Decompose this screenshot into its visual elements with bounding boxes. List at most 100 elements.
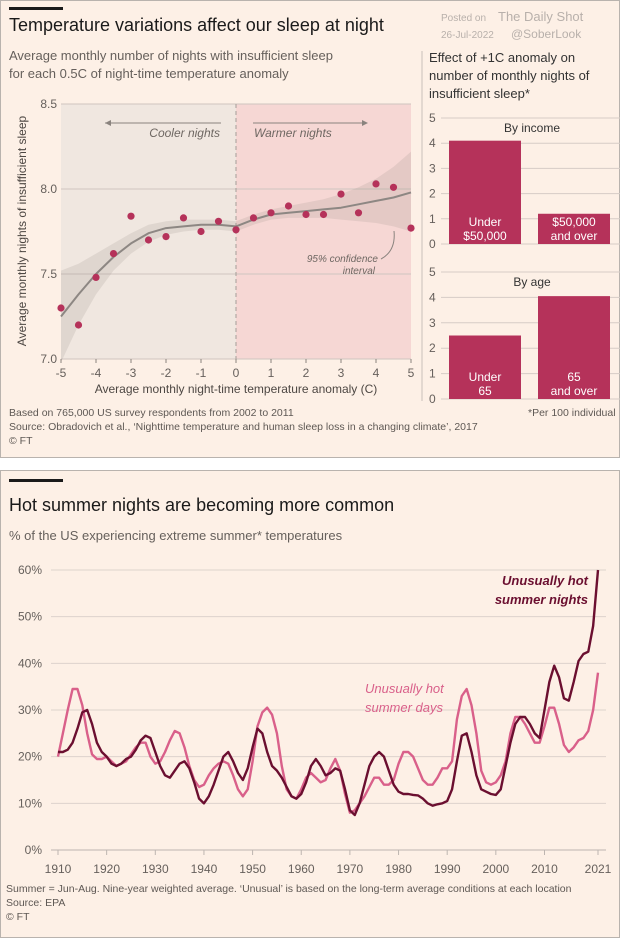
x-tick-label: 1990 (434, 862, 461, 876)
y-axis-label: Average monthly nights of insufficient s… (15, 116, 29, 347)
nights-series-label-line1: Unusually hot (502, 573, 589, 588)
bar-label: $50,000 (463, 229, 507, 243)
y-tick-label: 0 (429, 237, 436, 251)
x-tick-label: -4 (91, 366, 102, 380)
days-series-label-line1: Unusually hot (365, 681, 445, 696)
data-point (319, 210, 328, 219)
x-tick-label: 1970 (337, 862, 364, 876)
x-tick-label: 1930 (142, 862, 169, 876)
bar-label: and over (551, 229, 598, 243)
bar (538, 213, 610, 244)
warmer-region (236, 104, 411, 359)
footnote-respondents: Based on 765,000 US survey respondents f… (9, 407, 294, 419)
x-tick-label: 0 (233, 366, 240, 380)
y-tick-label: 5 (429, 111, 436, 125)
ci-label-line1: 95% confidence (307, 254, 379, 265)
x-tick-label: 1910 (45, 862, 72, 876)
x-tick-label: -3 (126, 366, 137, 380)
chart-subtitle-line2: for each 0.5C of night-time temperature … (9, 66, 289, 81)
x-tick-label: -1 (196, 366, 207, 380)
bar (449, 140, 521, 244)
x-tick-label: 4 (373, 366, 380, 380)
x-tick-label: 2 (303, 366, 310, 380)
right-title-line2: number of monthly nights of (429, 68, 590, 83)
data-point (372, 180, 380, 188)
data-point (337, 190, 345, 198)
y-tick-label: 1 (429, 367, 436, 381)
data-point (407, 224, 415, 232)
data-point (284, 202, 293, 210)
bar (538, 296, 610, 399)
x-tick-label: -5 (56, 366, 67, 380)
cooler-region (61, 104, 236, 359)
confidence-band (61, 151, 411, 363)
watermark-date: 26-Jul-2022 (441, 30, 494, 41)
warmer-arrowhead (362, 120, 368, 126)
y-tick-label: 4 (429, 136, 436, 150)
x-tick-label: 1960 (288, 862, 315, 876)
sleep-chart-panel: Temperature variations affect our sleep … (0, 0, 620, 458)
y-tick-label: 8.5 (40, 97, 57, 111)
y-tick-label: 40% (18, 656, 42, 670)
y-tick-label: 50% (18, 610, 42, 624)
bar-group-title: By income (504, 121, 560, 135)
bar-label: $50,000 (552, 215, 596, 229)
bar-label: and over (551, 384, 598, 398)
data-point (92, 273, 100, 281)
y-tick-label: 2 (429, 341, 436, 355)
footnote-definition: Summer = Jun-Aug. Nine-year weighted ave… (6, 883, 572, 895)
title-accent-bar (9, 7, 63, 10)
footnote-source: Source: Obradovich et al., ‘Nighttime te… (9, 421, 478, 433)
footnote-copyright: © FT (9, 435, 33, 447)
watermark-posted: Posted on (441, 13, 487, 24)
chart-subtitle-line1: Average monthly number of nights with in… (9, 48, 333, 63)
chart-title: Hot summer nights are becoming more comm… (9, 495, 395, 515)
data-point (197, 227, 205, 236)
y-tick-label: 30% (18, 703, 42, 717)
chart-subtitle: % of the US experiencing extreme summer*… (9, 528, 343, 543)
x-tick-label: 1920 (93, 862, 120, 876)
sleep-charts-svg: 7.0 7.5 8.0 8.5 -5 -4 -3 -2 -1 0 1 2 3 4 5 Average mont… (15, 51, 620, 406)
x-tick-label: 1950 (239, 862, 266, 876)
y-tick-label: 7.0 (40, 352, 57, 366)
y-tick-label: 10% (18, 796, 42, 810)
y-tick-label: 3 (429, 161, 436, 175)
hot-nights-chart-panel: Hot summer nights are becoming more comm… (0, 470, 620, 938)
data-point (127, 212, 135, 220)
data-point (162, 233, 170, 241)
data-point (57, 304, 65, 312)
right-title-line3: insufficient sleep* (429, 86, 530, 101)
x-tick-label: 1980 (385, 862, 412, 876)
data-point (302, 210, 310, 219)
bar-label: 65 (567, 370, 581, 384)
nights-series-line (58, 569, 600, 817)
data-point (109, 250, 118, 258)
y-tick-label: 2 (429, 187, 436, 201)
ci-label-line2: interval (343, 266, 376, 277)
x-axis-label: Average monthly night-time temperature a… (95, 382, 378, 396)
nights-series-label-line2: summer nights (495, 592, 588, 607)
x-tick-label: 1940 (191, 862, 218, 876)
y-tick-label: 1 (429, 212, 436, 226)
x-tick-label: 3 (338, 366, 345, 380)
y-tick-label: 7.5 (40, 267, 57, 281)
data-point (389, 183, 398, 191)
data-point (354, 209, 363, 217)
footnote-copyright: © FT (6, 911, 30, 923)
y-tick-label: 4 (429, 290, 436, 304)
bar-label: Under (469, 370, 502, 384)
x-tick-label: 5 (408, 366, 415, 380)
y-tick-label: 20% (18, 750, 42, 764)
watermark-handle: @SoberLook (511, 27, 582, 41)
y-tick-label: 0 (429, 392, 436, 406)
cooler-label: Cooler nights (149, 126, 220, 140)
watermark-source: The Daily Shot (498, 9, 584, 24)
x-tick-label: -2 (161, 366, 172, 380)
y-tick-label: 0% (25, 843, 43, 857)
data-point (74, 321, 83, 329)
cooler-arrowhead (105, 120, 111, 126)
footnote-per-100: *Per 100 individual (528, 407, 616, 419)
x-tick-label: 1 (268, 366, 275, 380)
data-point (232, 226, 240, 234)
warmer-label: Warmer nights (254, 126, 332, 140)
